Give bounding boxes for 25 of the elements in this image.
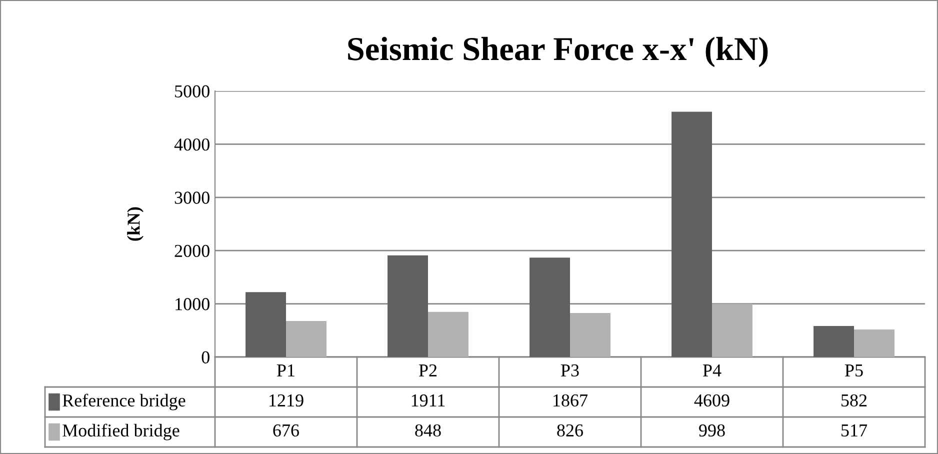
- legend-label: Reference bridge: [62, 394, 186, 410]
- chart-title: Seismic Shear Force x-x' (kN): [348, 36, 768, 68]
- x-tick-label: P3: [560, 364, 579, 377]
- y-tick-label: 3000: [174, 192, 210, 204]
- data-label: 517: [842, 424, 868, 437]
- x-tick-label: P5: [844, 364, 863, 377]
- data-label: 1867: [554, 394, 588, 407]
- legend-label: Modified bridge: [62, 424, 180, 440]
- x-tick-label: P1: [276, 364, 294, 376]
- y-tick-label: 0: [202, 351, 210, 364]
- y-axis-title: (kN): [127, 207, 144, 241]
- x-tick-label: P4: [702, 364, 722, 376]
- y-tick-label: 5000: [175, 85, 210, 98]
- data-label: 4609: [694, 394, 730, 407]
- data-label: 848: [415, 424, 441, 437]
- data-label: 582: [842, 394, 867, 407]
- x-tick-label: P2: [418, 364, 437, 376]
- data-label: 1911: [412, 394, 445, 407]
- y-tick-label: 1000: [176, 298, 210, 310]
- data-label: 1219: [270, 394, 304, 407]
- y-tick-label: 2000: [174, 244, 210, 258]
- data-label: 676: [273, 424, 300, 437]
- data-label: 998: [699, 424, 725, 437]
- data-label: 826: [557, 424, 584, 437]
- y-tick-label: 4000: [174, 138, 210, 151]
